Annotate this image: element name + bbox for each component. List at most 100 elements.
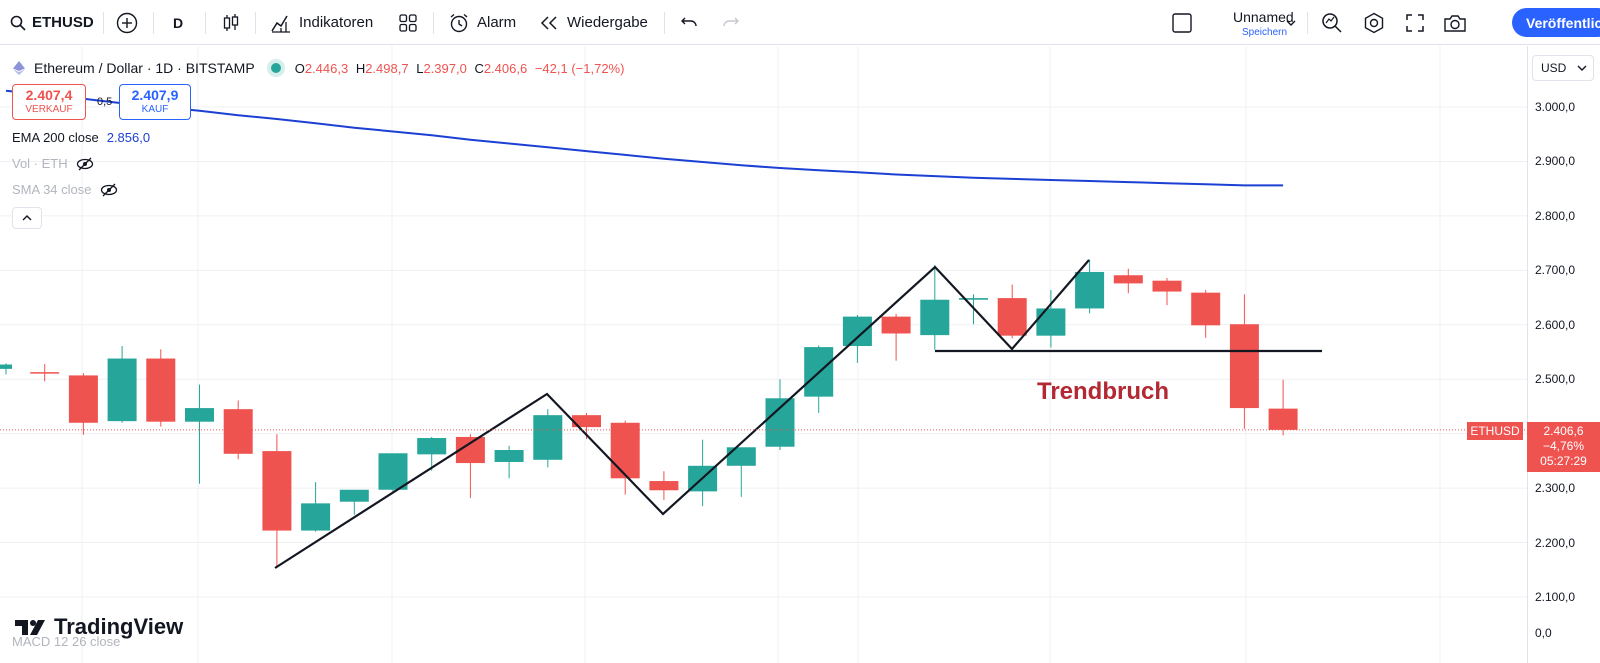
candle: [30, 363, 60, 382]
eye-hidden-icon[interactable]: [100, 183, 118, 197]
gear-icon: [1364, 12, 1384, 33]
candle-body: [1075, 271, 1105, 309]
candle-body: [1229, 324, 1259, 409]
last-price-change: −4,76%: [1542, 439, 1585, 453]
alert-button[interactable]: Alarm: [448, 0, 516, 45]
buy-button[interactable]: 2.407,9 KAUF: [119, 84, 191, 120]
layout-toggle-button[interactable]: [1171, 0, 1193, 45]
tradingview-wordmark: TradingView: [54, 614, 184, 639]
publish-button[interactable]: Veröffentlichen: [1512, 8, 1600, 37]
candle: [417, 436, 447, 471]
last-price-tag: 2.406,6 −4,76% 05:27:29: [1527, 422, 1600, 472]
quick-search-button[interactable]: [1321, 0, 1343, 45]
change-value: −42,1 (−1,72%): [534, 60, 625, 76]
candle-body: [959, 298, 988, 300]
sell-button[interactable]: 2.407,4 VERKAUF: [12, 84, 86, 120]
candle-body: [301, 503, 331, 531]
collapse-legend-button[interactable]: [12, 207, 42, 229]
candle: [726, 447, 756, 497]
ethereum-icon: [13, 61, 25, 75]
grid-icon: [399, 13, 417, 32]
redo-button[interactable]: [722, 0, 740, 45]
candle: [765, 379, 795, 450]
candle: [301, 482, 331, 532]
ema-legend[interactable]: EMA 200 close 2.856,0: [12, 130, 150, 145]
open-value: 2.446,3: [304, 60, 349, 76]
chart-type-button[interactable]: [220, 0, 242, 45]
candle-body: [881, 316, 911, 334]
candle-body: [726, 447, 756, 466]
indicators-button[interactable]: Indikatoren: [270, 0, 373, 45]
ema-line-layer: [5, 89, 1284, 187]
undo-icon: [681, 17, 697, 26]
ohlc-values: O2.446,3 H2.498,7 L2.397,0 C2.406,6 −42,…: [295, 61, 625, 76]
price-chart[interactable]: [0, 46, 1527, 663]
candle: [1268, 379, 1298, 436]
volume-legend[interactable]: Vol · ETH: [12, 156, 94, 171]
candle-body: [417, 438, 447, 455]
candle-body: [107, 358, 137, 422]
candle: [107, 346, 137, 423]
candle-body: [920, 299, 950, 336]
ema-200-line: [5, 89, 1284, 187]
high-value: 2.498,7: [365, 60, 409, 76]
layout-menu-button[interactable]: [1285, 0, 1297, 45]
replay-button[interactable]: Wiedergabe: [540, 0, 648, 45]
sell-label: VERKAUF: [25, 104, 73, 115]
price-tick: 2.700,0: [1535, 263, 1576, 277]
settings-button[interactable]: [1363, 0, 1385, 45]
price-tick: 2.900,0: [1535, 154, 1576, 168]
candle: [494, 445, 524, 479]
candle-body: [1191, 292, 1221, 326]
alarm-clock-icon: [450, 13, 468, 32]
last-price-value: 2.406,6: [1543, 424, 1584, 438]
tradingview-logo[interactable]: TradingView: [14, 614, 183, 640]
toolbar-divider: [153, 12, 154, 34]
candle-body: [0, 364, 12, 369]
market-status-dot[interactable]: [270, 63, 281, 73]
low-value: 2.397,0: [423, 60, 467, 76]
candle-body: [1268, 408, 1298, 430]
undo-button[interactable]: [680, 0, 698, 45]
toolbar-divider: [664, 12, 665, 34]
currency-select[interactable]: USD: [1532, 55, 1594, 81]
symbol-price-tag: ETHUSD: [1467, 422, 1523, 440]
alert-label: Alarm: [477, 14, 517, 31]
candle-body: [262, 451, 292, 531]
chevron-down-icon: [1286, 20, 1296, 26]
candle: [804, 345, 834, 413]
ema-value: 2.856,0: [106, 130, 151, 145]
layout-name[interactable]: Unnamed: [1233, 9, 1294, 25]
open-key: O: [294, 60, 305, 76]
sell-price: 2.407,4: [25, 87, 73, 103]
price-tick: 2.800,0: [1535, 209, 1576, 223]
macd-legend[interactable]: MACD 12 26 close: [12, 634, 121, 649]
toolbar-divider: [1307, 12, 1308, 34]
symbol-search-button[interactable]: ETHUSD: [10, 0, 94, 45]
toolbar-divider: [433, 12, 434, 34]
price-tick: 2.100,0: [1535, 590, 1576, 604]
price-tick: 3.000,0: [1535, 100, 1576, 114]
rewind-icon: [540, 15, 557, 30]
candle: [339, 489, 369, 515]
sma-legend[interactable]: SMA 34 close: [12, 182, 118, 197]
candle-body: [1113, 275, 1143, 284]
fullscreen-button[interactable]: [1405, 0, 1425, 45]
candle-body: [494, 450, 524, 462]
buy-label: KAUF: [141, 104, 169, 115]
price-scale[interactable]: [1527, 46, 1600, 663]
layouts-button[interactable]: [398, 0, 418, 45]
interval-button[interactable]: D: [173, 14, 184, 31]
compare-symbol-button[interactable]: [116, 0, 138, 45]
symbol-legend[interactable]: Ethereum / Dollar · 1D · BITSTAMP O2.446…: [12, 58, 624, 78]
eye-hidden-icon[interactable]: [76, 157, 94, 171]
snapshot-button[interactable]: [1443, 0, 1467, 45]
close-value: 2.406,6: [483, 60, 528, 76]
trendbreak-annotation[interactable]: Trendbruch: [1037, 378, 1170, 405]
save-link[interactable]: Speichern: [1242, 27, 1288, 38]
candle: [0, 363, 12, 375]
price-tick: 2.500,0: [1535, 372, 1576, 386]
candle-body: [842, 316, 872, 347]
plus-circle-icon: [116, 12, 138, 33]
candle: [920, 264, 950, 350]
